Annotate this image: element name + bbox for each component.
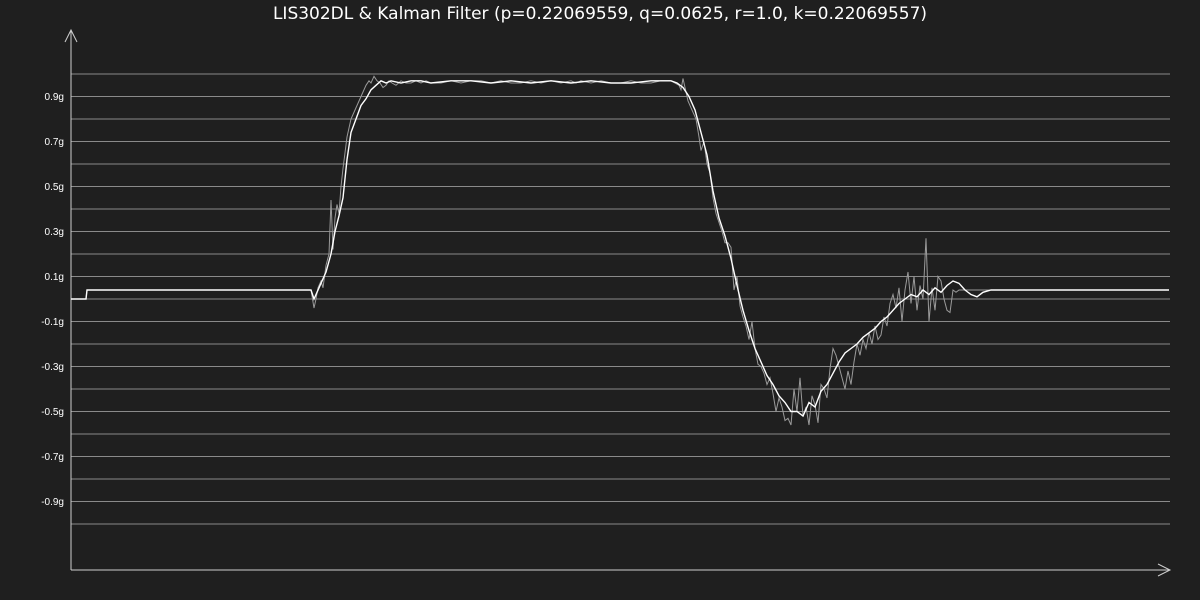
y-tick-labels: 0.9g 0.7g 0.5g 0.3g 0.1g -0.1g -0.3g -0.5g -0.7g… (41, 92, 64, 508)
y-tick-label: 0.3g (45, 227, 64, 238)
y-tick-label: -0.9g (41, 497, 64, 508)
y-tick-label: -0.7g (41, 452, 64, 463)
raw-signal-line (71, 75, 1169, 426)
y-tick-label: -0.3g (41, 362, 64, 373)
y-tick-label: 0.5g (45, 182, 64, 193)
chart-title: LIS302DL & Kalman Filter (p=0.22069559, … (273, 4, 927, 24)
y-tick-label: 0.1g (45, 272, 64, 283)
y-axis-arrowhead (64, 28, 78, 43)
axes (64, 28, 1172, 577)
x-axis-arrowhead (1157, 563, 1172, 577)
y-tick-label: 0.9g (45, 92, 64, 103)
y-tick-label: 0.7g (45, 137, 64, 148)
y-tick-label: -0.1g (41, 317, 64, 328)
kalman-filtered-line (71, 79, 1169, 418)
y-tick-label: -0.5g (41, 407, 64, 418)
grid-layer (71, 73, 1170, 525)
series-layer (71, 75, 1169, 426)
